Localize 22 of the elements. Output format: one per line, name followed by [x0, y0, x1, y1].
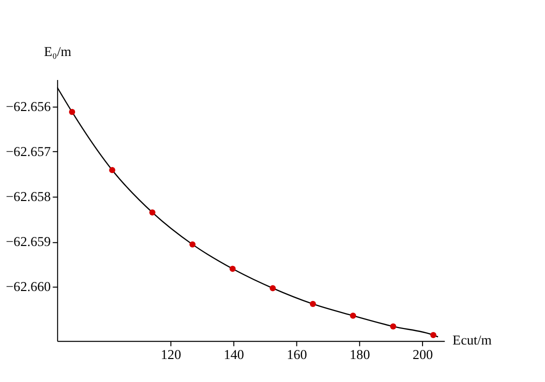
point	[270, 285, 276, 292]
y-tick-label: −62.658	[6, 189, 52, 204]
point	[189, 241, 196, 248]
point	[109, 167, 116, 174]
point	[430, 332, 436, 338]
point	[230, 266, 236, 272]
y-tick-label: −62.657	[6, 144, 52, 159]
point	[350, 312, 356, 319]
x-tick-label: 120	[160, 346, 182, 362]
y-tick-label: −62.656	[6, 98, 52, 114]
point	[310, 300, 316, 307]
x-tick-label: 180	[350, 346, 370, 362]
x-tick-label: 160	[286, 346, 308, 362]
x-axis-title: Ecut/m	[452, 332, 492, 348]
point	[390, 323, 396, 330]
y-tick-label: −62.659	[6, 234, 52, 250]
point	[69, 108, 76, 116]
x-tick-label: 140	[224, 346, 244, 362]
y-axis-title: E₀/m	[44, 44, 72, 59]
point	[149, 209, 156, 216]
y-tick-label: −62.660	[6, 279, 52, 294]
x-tick-label: 200	[412, 346, 434, 362]
